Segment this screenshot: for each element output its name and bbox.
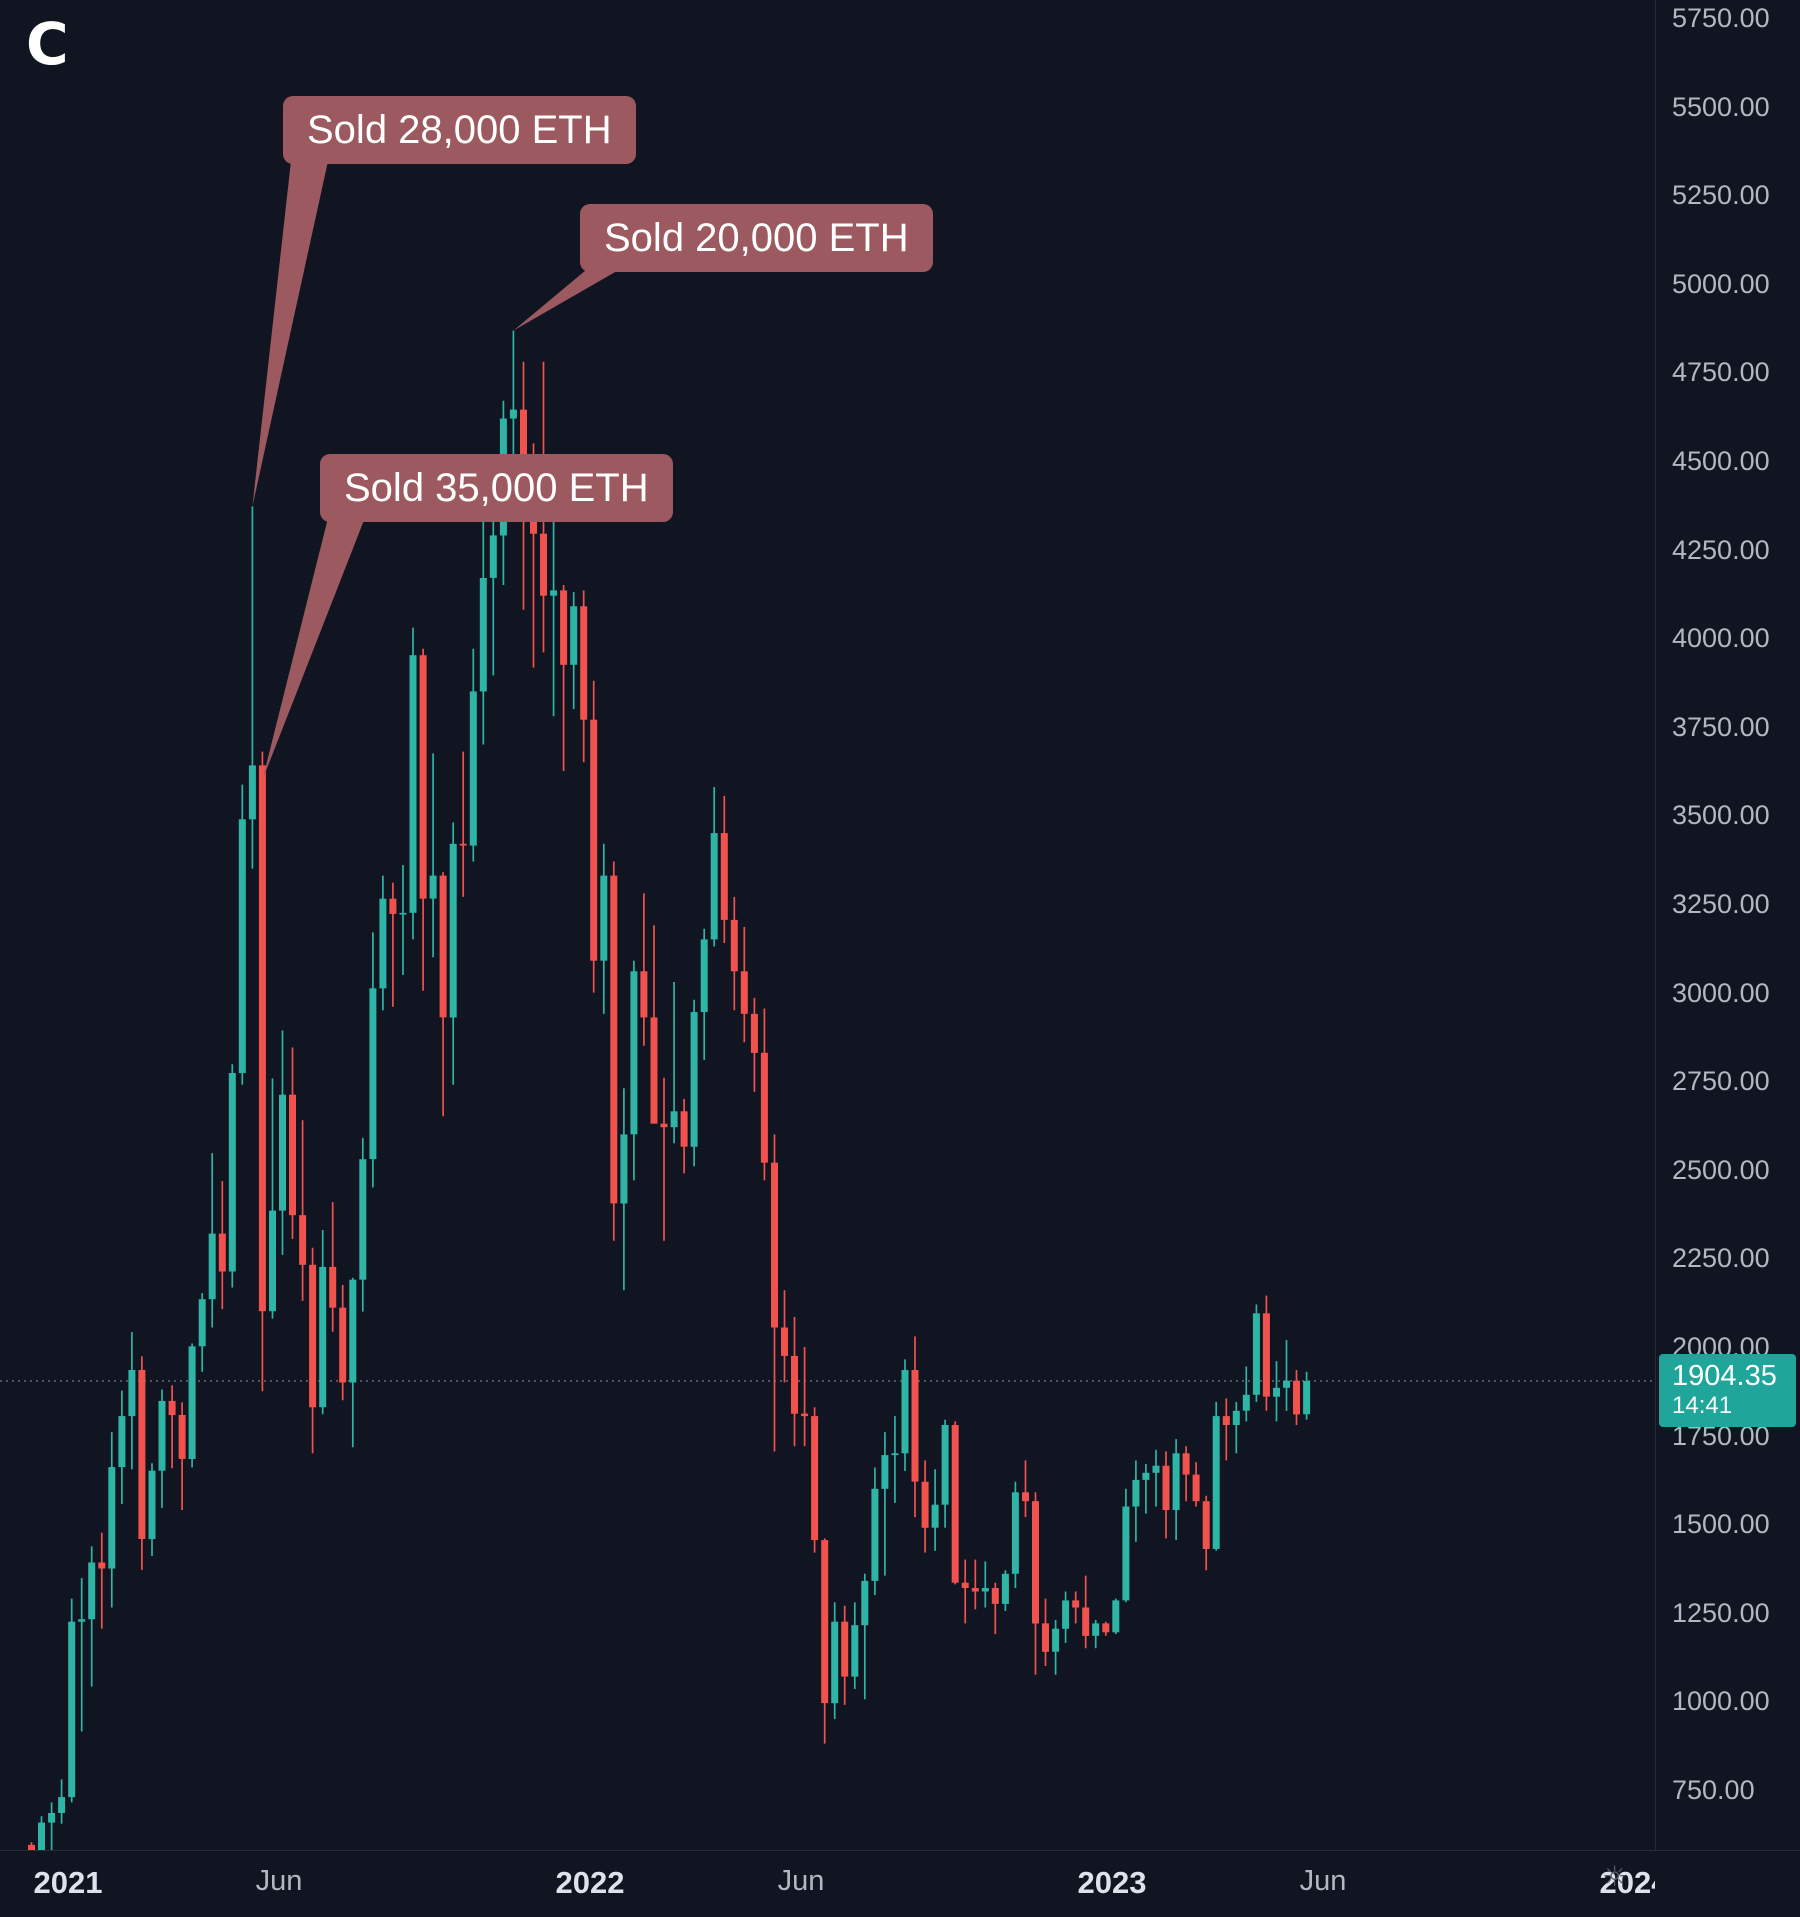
price-tick-label: 5500.00 <box>1672 92 1770 122</box>
price-tick-label: 1500.00 <box>1672 1509 1770 1539</box>
price-tick-label: 3000.00 <box>1672 978 1770 1008</box>
bar-countdown: 14:41 <box>1672 1392 1733 1419</box>
price-tick-label: 4500.00 <box>1672 446 1770 476</box>
price-tick-label: 2250.00 <box>1672 1243 1770 1273</box>
price-tick-label: 3500.00 <box>1672 800 1770 830</box>
price-tick-label: 2500.00 <box>1672 1155 1770 1185</box>
price-tick-label: 5750.00 <box>1672 3 1770 33</box>
logo: C <box>26 10 69 78</box>
candlestick-chart[interactable] <box>0 0 1655 1850</box>
time-tick-label: 2022 <box>555 1865 625 1900</box>
price-tick-label: 3750.00 <box>1672 712 1770 742</box>
last-price-badge: 1904.35 14:41 <box>1659 1354 1796 1427</box>
annotation-label: Sold 28,000 ETH <box>307 108 612 152</box>
time-tick-label: Jun <box>777 1865 825 1897</box>
price-tick-label: 1250.00 <box>1672 1598 1770 1628</box>
last-price-value: 1904.35 <box>1672 1360 1777 1392</box>
price-tick-label: 4250.00 <box>1672 535 1770 565</box>
price-tick-label: 5250.00 <box>1672 180 1770 210</box>
price-tick-label: 750.00 <box>1672 1775 1755 1805</box>
time-tick-label: 2021 <box>33 1865 103 1900</box>
settings-icon[interactable]: ☼ <box>1602 1860 1628 1893</box>
annotation-label: Sold 20,000 ETH <box>604 216 909 260</box>
annotation-callout-sold-28000[interactable]: Sold 28,000 ETH <box>283 96 636 164</box>
price-tick-label: 4000.00 <box>1672 623 1770 653</box>
annotation-callout-sold-35000[interactable]: Sold 35,000 ETH <box>320 454 673 522</box>
time-tick-label: 2023 <box>1077 1865 1147 1900</box>
price-axis[interactable]: 5750.00 5500.00 5250.00 5000.00 4750.00 4500.… <box>1655 0 1800 1850</box>
price-tick-label: 3250.00 <box>1672 889 1770 919</box>
time-tick-label: Jun <box>255 1865 303 1897</box>
price-tick-label: 1000.00 <box>1672 1686 1770 1716</box>
annotation-label: Sold 35,000 ETH <box>344 466 649 510</box>
time-axis[interactable]: 2021 Jun 2022 Jun 2023 Jun 2024 ☼ <box>0 1850 1800 1917</box>
price-tick-label: 2750.00 <box>1672 1066 1770 1096</box>
price-tick-label: 5000.00 <box>1672 269 1770 299</box>
price-tick-label: 4750.00 <box>1672 357 1770 387</box>
annotation-callout-sold-20000[interactable]: Sold 20,000 ETH <box>580 204 933 272</box>
time-tick-label: 2024 <box>1599 1865 1655 1900</box>
time-tick-labels: 2021 Jun 2022 Jun 2023 Jun 2024 <box>0 1851 1655 1917</box>
time-tick-label: Jun <box>1299 1865 1347 1897</box>
